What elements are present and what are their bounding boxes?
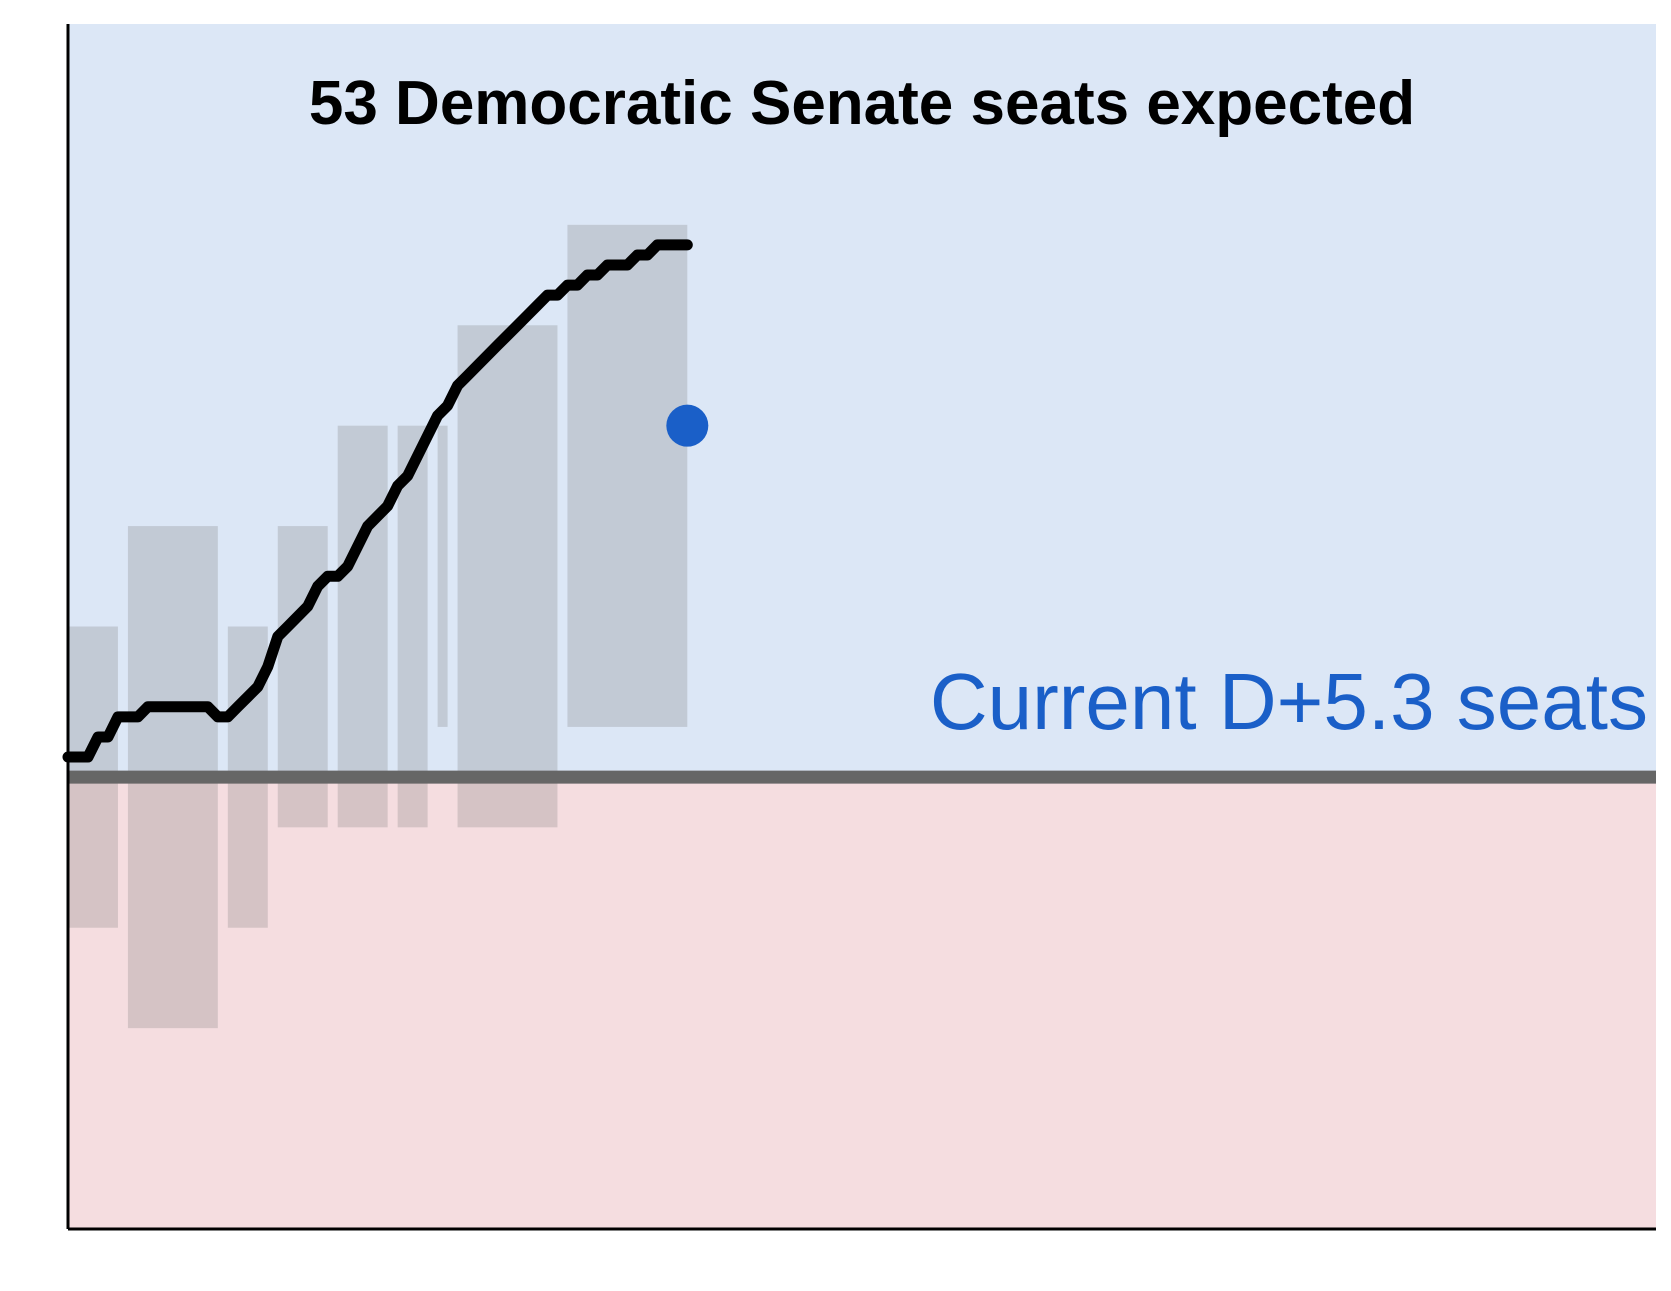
series-line bbox=[62, 239, 693, 763]
band-segment bbox=[397, 425, 428, 828]
current-seats-annotation: Current D+5.3 seats bbox=[930, 657, 1648, 746]
last-point bbox=[666, 404, 709, 447]
band-segment bbox=[337, 425, 388, 828]
band-segment bbox=[457, 325, 558, 828]
band-segment bbox=[567, 224, 688, 727]
chart-title: 53 Democratic Senate seats expected bbox=[309, 69, 1415, 138]
dem-region bbox=[68, 24, 1656, 778]
band-segment bbox=[437, 425, 448, 727]
rep-region bbox=[68, 777, 1656, 1229]
